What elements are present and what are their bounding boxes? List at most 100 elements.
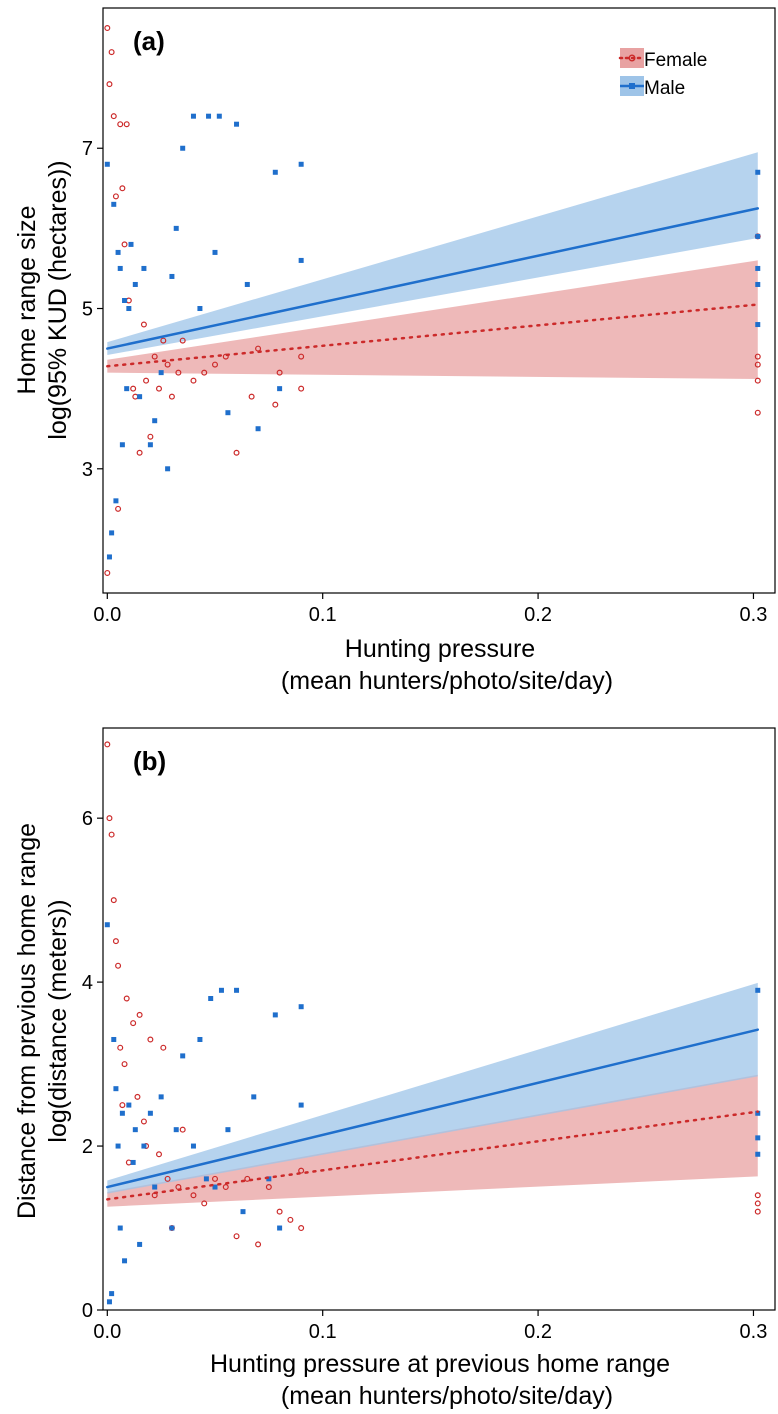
data-point-male bbox=[755, 987, 761, 993]
data-point-female bbox=[754, 1192, 761, 1199]
x-axis-ticks-a: 0.0 0.1 0.2 0.3 bbox=[93, 593, 767, 626]
legend-label-male: Male bbox=[644, 78, 685, 99]
data-point-female bbox=[147, 433, 154, 440]
data-point-male bbox=[126, 1102, 132, 1108]
data-point-female bbox=[248, 393, 255, 400]
data-point-male bbox=[169, 273, 175, 279]
y-tick-label: 4 bbox=[82, 972, 93, 994]
panel-label-a: (a) bbox=[133, 26, 165, 56]
panel-b: 0 2 4 6 0.0 0.1 0.2 0.3 (b) Hunting pressure a… bbox=[13, 727, 776, 1410]
data-point-male bbox=[117, 1225, 123, 1231]
data-point-male bbox=[141, 1143, 147, 1149]
ci-bands-a bbox=[107, 152, 758, 380]
data-point-male bbox=[173, 225, 179, 231]
data-point-male bbox=[132, 281, 138, 287]
x-tick-label: 0.0 bbox=[93, 1321, 121, 1343]
data-point-male bbox=[755, 281, 761, 287]
data-point-male bbox=[109, 530, 115, 536]
y-axis-title-a: Home range size bbox=[13, 206, 41, 395]
data-point-female bbox=[136, 1011, 143, 1018]
data-point-male bbox=[137, 1241, 143, 1247]
fit-lines-a bbox=[106, 207, 760, 368]
data-point-female bbox=[754, 1200, 761, 1207]
data-point-male bbox=[132, 1127, 138, 1133]
data-point-female bbox=[276, 1208, 283, 1215]
y-tick-label: 6 bbox=[82, 808, 93, 830]
data-point-male bbox=[208, 996, 214, 1002]
data-point-male bbox=[190, 113, 196, 119]
panel-label-b: (b) bbox=[133, 746, 166, 776]
data-point-female bbox=[121, 241, 128, 248]
data-point-female bbox=[298, 1167, 305, 1174]
data-point-female bbox=[140, 1118, 147, 1125]
data-point-female bbox=[117, 1044, 124, 1051]
data-point-male bbox=[255, 426, 261, 432]
data-point-male bbox=[203, 1176, 209, 1182]
data-point-male bbox=[119, 442, 125, 448]
y-tick-label: 3 bbox=[82, 459, 93, 481]
data-point-female bbox=[130, 385, 137, 392]
data-point-male bbox=[173, 1127, 179, 1133]
data-point-male bbox=[124, 386, 130, 392]
data-point-female bbox=[201, 369, 208, 376]
y-axis-subtitle-a: log(95% KUD (hectares)) bbox=[44, 160, 72, 439]
data-point-female bbox=[112, 193, 119, 200]
data-point-female bbox=[255, 1241, 262, 1248]
data-point-male bbox=[122, 298, 128, 303]
data-point-female bbox=[175, 369, 182, 376]
data-point-female bbox=[119, 185, 126, 192]
data-point-female bbox=[160, 337, 167, 344]
data-point-male bbox=[152, 418, 158, 424]
data-point-female bbox=[276, 369, 283, 376]
data-point-male bbox=[755, 1135, 761, 1141]
data-point-male bbox=[277, 1225, 283, 1231]
data-point-female bbox=[104, 25, 111, 32]
x-tick-label: 0.1 bbox=[309, 1321, 337, 1343]
fit-lines-b bbox=[106, 1028, 760, 1201]
data-point-male bbox=[225, 1127, 231, 1133]
data-point-female bbox=[123, 121, 130, 128]
data-point-male bbox=[251, 1094, 257, 1100]
data-point-male bbox=[212, 249, 218, 255]
x-tick-label: 0.3 bbox=[740, 1321, 768, 1343]
data-point-male bbox=[206, 113, 212, 119]
data-point-male bbox=[104, 922, 110, 928]
x-tick-label: 0.2 bbox=[524, 1321, 552, 1343]
data-points-a bbox=[104, 25, 761, 576]
data-point-male bbox=[197, 306, 203, 312]
data-point-female bbox=[130, 1020, 137, 1027]
data-point-male bbox=[272, 1012, 278, 1018]
ci-band-male bbox=[107, 152, 758, 355]
data-point-male bbox=[298, 161, 304, 167]
data-point-female bbox=[244, 1175, 251, 1182]
data-point-male bbox=[234, 121, 240, 127]
data-point-male bbox=[137, 394, 143, 400]
y-tick-label: 0 bbox=[82, 1300, 93, 1322]
data-point-female bbox=[143, 377, 150, 384]
data-point-female bbox=[108, 49, 115, 56]
y-tick-label: 2 bbox=[82, 1136, 93, 1158]
data-point-female bbox=[222, 1184, 229, 1191]
data-point-male bbox=[113, 498, 119, 504]
data-point-female bbox=[212, 1175, 219, 1182]
data-point-male bbox=[115, 249, 121, 255]
data-point-male bbox=[106, 1299, 112, 1305]
data-point-male bbox=[128, 241, 134, 247]
data-point-female bbox=[298, 385, 305, 392]
x-axis-subtitle-b: (mean hunters/photo/site/day) bbox=[281, 1382, 613, 1410]
data-point-female bbox=[117, 121, 124, 128]
fit-line-male bbox=[106, 1028, 760, 1189]
x-tick-label: 0.0 bbox=[93, 604, 121, 626]
data-point-female bbox=[190, 377, 197, 384]
data-point-male bbox=[216, 113, 222, 119]
data-point-female bbox=[104, 569, 111, 576]
data-point-male bbox=[104, 161, 110, 167]
x-tick-label: 0.3 bbox=[740, 604, 768, 626]
data-point-female bbox=[106, 815, 113, 822]
data-point-female bbox=[160, 1044, 167, 1051]
x-tick-label: 0.1 bbox=[309, 604, 337, 626]
ci-band-female bbox=[107, 260, 758, 380]
ci-band-female bbox=[107, 1074, 758, 1207]
data-point-male bbox=[117, 265, 123, 271]
